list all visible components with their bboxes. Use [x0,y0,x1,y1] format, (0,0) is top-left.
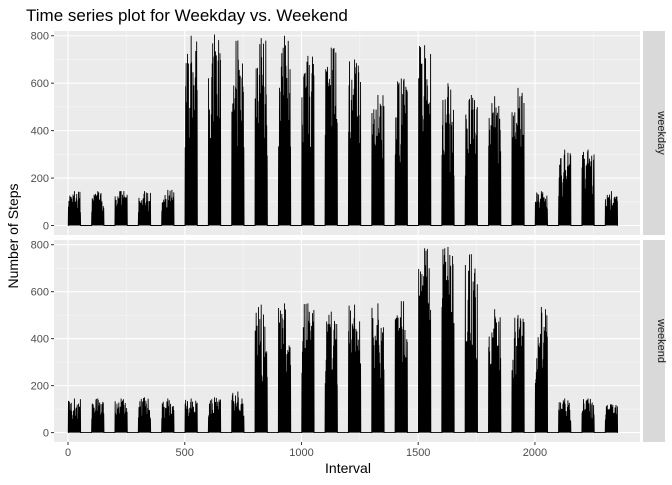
x-tick-label: 500 [176,447,194,459]
y-tick-label: 400 [31,334,49,346]
facet-strip [643,31,665,235]
y-tick-label: 0 [43,221,49,233]
y-tick-label: 200 [31,173,49,185]
y-tick-label: 200 [31,381,49,393]
x-tick-label: 1500 [406,447,430,459]
panel-weekend: 0 200 400 600 800 weekend [31,240,667,442]
facet-strip-label: weekday [655,110,667,155]
y-tick-label: 0 [43,428,49,440]
facet-strip [643,240,665,442]
y-tick-label: 800 [31,240,49,252]
y-tick-label: 600 [31,287,49,299]
y-axis-title: Number of Steps [5,183,21,288]
x-axis-title: Interval [325,460,371,476]
y-tick-label: 400 [31,126,49,138]
y-tick-label: 600 [31,78,49,90]
y-tick-label: 800 [31,31,49,43]
chart-title: Time series plot for Weekday vs. Weekend [26,6,348,25]
facet-strip-label: weekend [655,318,667,363]
panel-background [54,240,640,442]
panel-weekday: 0 200 400 600 800 weekday [31,31,667,235]
panels-group: 0 200 400 600 800 weekday 0 200 400 600 800 weekend… [31,31,667,459]
series-line-weekend [67,247,619,434]
x-tick-label: 1000 [289,447,313,459]
x-tick-label: 2000 [523,447,547,459]
x-tick-label: 0 [65,447,71,459]
series-line-weekday [67,34,619,226]
